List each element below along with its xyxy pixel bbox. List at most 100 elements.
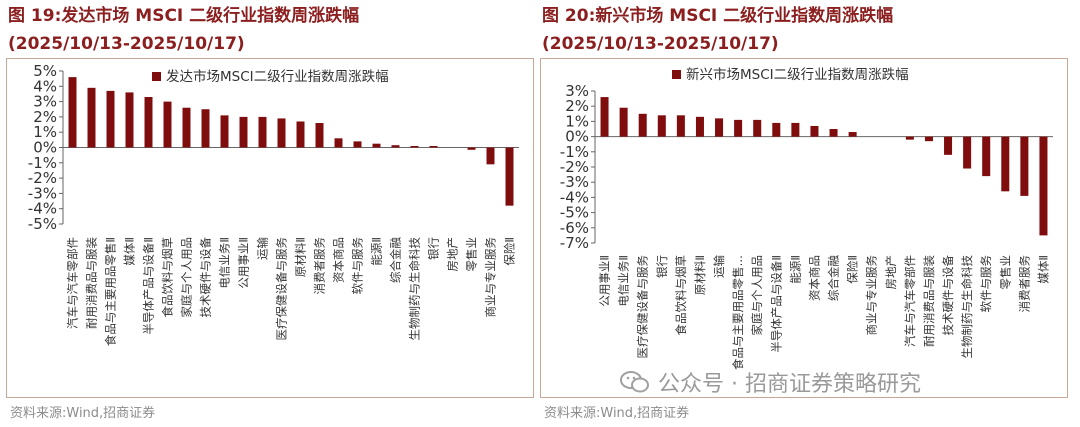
y-tick-label: -7%	[560, 234, 589, 252]
bar	[410, 145, 419, 148]
x-tick-label: 汽车与汽车零部件	[66, 237, 80, 329]
figure-subtitle: (2025/10/13-2025/10/17)	[8, 34, 245, 54]
y-tick-label: 2%	[33, 108, 57, 126]
bar	[715, 118, 724, 137]
y-tick-label: -3%	[28, 184, 57, 202]
x-tick-label: 公用事业Ⅱ	[237, 237, 251, 289]
figure-title: 图 20:新兴市场 MSCI 二级行业指数周涨跌幅	[542, 6, 894, 26]
x-tick-label: 综合金融	[827, 255, 841, 301]
bar	[201, 109, 210, 148]
bar	[68, 77, 77, 148]
bar	[429, 145, 438, 148]
bar	[258, 116, 267, 148]
y-tick-label: -3%	[560, 173, 589, 191]
chart-frame: 3% 2% 1% 0% -1% -2% -3% -4% -5% -6% -7% 公用事业Ⅱ 电信业务Ⅱ 医…	[540, 58, 1068, 398]
bar	[467, 147, 476, 150]
bar	[182, 107, 191, 148]
bar	[125, 92, 134, 148]
bar	[391, 145, 400, 148]
y-tick-label: -5%	[560, 204, 589, 222]
bar	[810, 125, 819, 137]
legend-swatch	[672, 70, 681, 79]
legend-label: 新兴市场MSCI二级行业指数周涨跌幅	[686, 66, 909, 83]
legend-swatch	[152, 72, 161, 81]
x-tick-label: 消费者服务	[1017, 255, 1031, 313]
wechat-icon	[620, 371, 649, 393]
x-tick-label: 软件与服务	[979, 255, 993, 313]
x-tick-label: 能源Ⅱ	[788, 255, 802, 284]
x-tick-label: 运输	[712, 255, 726, 278]
x-tick-label: 公用事业Ⅱ	[598, 255, 612, 307]
x-tick-label: 技术硬件与设备	[941, 255, 955, 336]
x-tick-label: 电信业务Ⅱ	[218, 237, 232, 289]
bar	[144, 97, 153, 148]
x-tick-label: 家庭与个人用品	[750, 255, 764, 336]
figure-subtitle: (2025/10/13-2025/10/17)	[542, 34, 779, 54]
y-tick-label: 1%	[565, 112, 589, 130]
y-tick-label: -5%	[28, 215, 57, 233]
x-tick-label: 生物制药与生命科技	[960, 255, 974, 359]
x-tick-label: 房地产	[884, 255, 898, 290]
bar	[695, 116, 704, 137]
x-tick-label: 半导体产品与设备Ⅱ	[142, 237, 156, 335]
y-tick-label: -2%	[560, 158, 589, 176]
y-tick-label: 3%	[565, 82, 589, 100]
x-tick-label: 医疗保健设备与服务	[636, 255, 650, 359]
figure-title: 图 19:发达市场 MSCI 二级行业指数周涨跌幅	[8, 6, 360, 26]
x-tick-label: 原材料Ⅱ	[294, 237, 308, 277]
y-tick-label: -1%	[560, 143, 589, 161]
y-tick-label: 0%	[565, 128, 589, 146]
x-tick-label: 运输	[256, 237, 270, 260]
x-tick-label: 食品饮料与烟草	[161, 237, 175, 318]
bar	[277, 118, 286, 148]
source-note: 资料来源:Wind,招商证券	[10, 406, 156, 421]
x-tick-label: 媒体Ⅱ	[1036, 255, 1050, 284]
bar	[619, 107, 628, 137]
bar-chart-emerging: 3%2%1%0%-1%-2%-3%-4%-5%-6%-7% 公用事业Ⅱ 电信业务Ⅱ 医…	[560, 66, 1053, 370]
x-tick-label: 半导体产品与设备Ⅱ	[769, 255, 783, 353]
x-tick-label: 银行	[427, 237, 441, 260]
x-tick-label: 技术硬件与设备	[199, 237, 213, 318]
x-tick-label: 能源Ⅱ	[370, 237, 384, 266]
y-tick-label: -1%	[28, 154, 57, 172]
watermark: 公众号 · 招商证券策略研究	[620, 366, 921, 398]
bar	[87, 87, 96, 148]
y-tick-label: 2%	[565, 97, 589, 115]
x-tick-label: 耐用消费品与服装	[85, 237, 99, 329]
x-tick-label: 汽车与汽车零部件	[903, 255, 917, 347]
bar	[239, 116, 248, 148]
panel-emerging-markets: 图 20:新兴市场 MSCI 二级行业指数周涨跌幅 (2025/10/13-20…	[538, 0, 1070, 427]
bar	[905, 136, 914, 140]
x-tick-label: 消费者服务	[313, 237, 327, 295]
bar	[982, 136, 991, 177]
x-tick-label: 保险Ⅱ	[503, 237, 517, 266]
x-tick-label: 资本商品	[807, 255, 821, 301]
bar	[505, 147, 514, 206]
bar	[676, 115, 685, 137]
bar	[963, 136, 972, 169]
bar	[334, 138, 343, 148]
bar	[734, 119, 743, 137]
bar	[220, 115, 229, 148]
y-tick-label: -6%	[560, 219, 589, 237]
x-tick-label: 零售业	[465, 237, 479, 272]
x-tick-label: 食品饮料与烟草	[674, 255, 688, 336]
bar	[1039, 136, 1048, 236]
y-tick-label: 1%	[33, 123, 57, 141]
x-tick-label: 资本商品	[332, 237, 346, 283]
y-tick-label: 0%	[33, 139, 57, 157]
bar	[791, 122, 800, 137]
x-tick-label: 原材料Ⅱ	[693, 255, 707, 295]
source-note: 资料来源:Wind,招商证券	[544, 406, 690, 421]
bar	[772, 122, 781, 137]
bar	[372, 143, 381, 148]
x-tick-label: 商业与专业服务	[484, 237, 498, 318]
x-tick-label: 银行	[655, 255, 669, 278]
bar	[353, 141, 362, 148]
x-tick-label: 医疗保健设备与服务	[275, 237, 289, 341]
bar	[638, 113, 647, 137]
bar	[848, 132, 857, 137]
x-tick-label: 电信业务Ⅱ	[617, 255, 631, 307]
y-tick-label: -4%	[28, 200, 57, 218]
x-tick-label: 家庭与个人用品	[180, 237, 194, 318]
